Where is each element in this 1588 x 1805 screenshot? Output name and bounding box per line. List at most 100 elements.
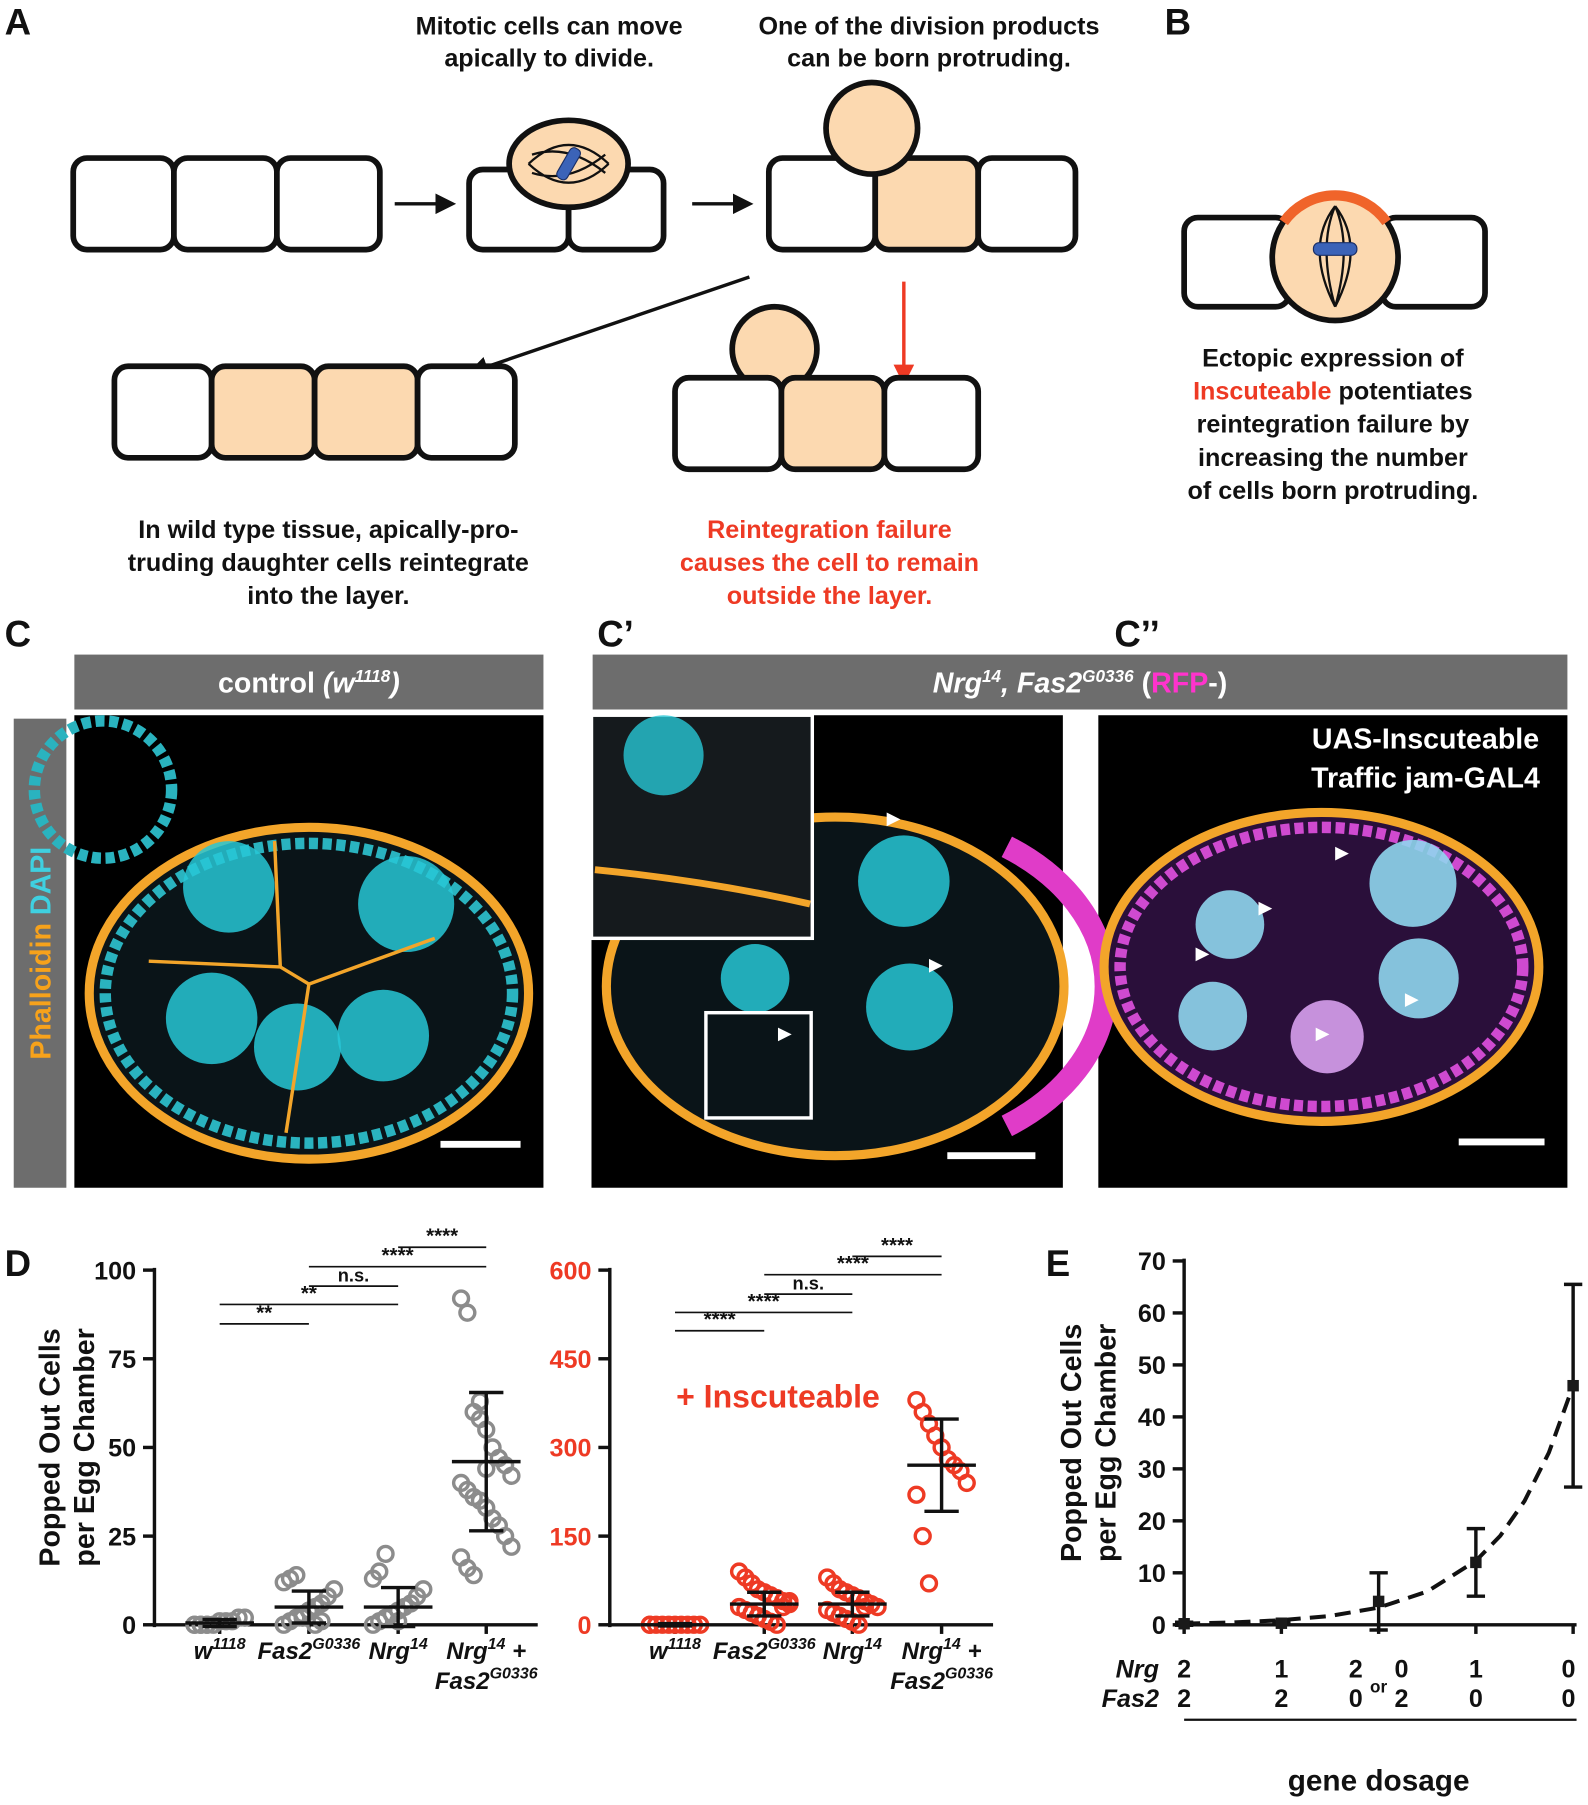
protruding-cell	[823, 79, 921, 177]
dosage-label: 0	[1395, 1655, 1409, 1683]
header-bar	[74, 654, 544, 710]
panel-label: C	[5, 614, 31, 655]
dosage-label: 1	[1274, 1655, 1288, 1683]
nucleus	[858, 835, 950, 927]
chromosomes	[556, 147, 582, 181]
panel-c: control (w1118) Nrg14, Fas2G0336 (RFP-) …	[13, 654, 1568, 1188]
y-tick-label: 450	[550, 1346, 592, 1374]
caption-line: apically to divide.	[444, 45, 654, 73]
significance-label: ****	[881, 1234, 913, 1257]
label-part: Nrg	[823, 1638, 865, 1665]
dosage-label: 2	[1177, 1685, 1191, 1713]
cell	[111, 363, 215, 461]
label-sup: 1118	[668, 1636, 701, 1653]
data-point	[312, 1612, 331, 1631]
y-tick-label: 70	[1138, 1248, 1166, 1276]
dosage-label: 0	[1562, 1655, 1576, 1683]
dosage-row-name: Fas2	[1102, 1685, 1159, 1713]
caption-highlight: Inscuteable	[1193, 377, 1331, 405]
label-sup: 14	[864, 1636, 882, 1653]
nucleus	[165, 972, 258, 1065]
inset-region	[704, 1010, 813, 1120]
panel-a: Mitotic cells can move apically to divid…	[70, 12, 1100, 610]
cell	[672, 374, 785, 473]
data-point	[913, 1526, 932, 1546]
data-point	[451, 1289, 471, 1308]
y-tick-label: 0	[122, 1612, 136, 1640]
nucleus	[1369, 839, 1457, 927]
dosage-label: 2	[1177, 1655, 1191, 1683]
dosage-label: 1	[1469, 1655, 1483, 1683]
header-text: control (w1118)	[218, 666, 400, 699]
nucleus	[623, 715, 704, 796]
data-point	[1567, 1379, 1579, 1392]
data-point	[185, 1615, 204, 1634]
panel-label: A	[5, 1, 31, 42]
significance-label: ****	[748, 1290, 780, 1313]
dosage-label: 0	[1349, 1685, 1363, 1713]
micrographs: UAS-Inscuteable Traffic jam-GAL4	[28, 713, 1568, 1188]
cell	[881, 374, 982, 473]
x-tick-label: Fas2G0336	[890, 1666, 993, 1695]
caption-text: of cells born protruding.	[1188, 477, 1479, 505]
data-point	[376, 1544, 395, 1564]
nucleus	[720, 944, 790, 1013]
cell	[311, 363, 421, 461]
header-part: Nrg	[933, 667, 982, 699]
header-part: RFP	[1151, 667, 1208, 699]
data-point	[502, 1466, 521, 1485]
data-point	[868, 1597, 887, 1617]
nucleus	[866, 963, 954, 1051]
membranes	[594, 866, 811, 908]
header-text: Nrg14, Fas2G0336 (RFP-)	[933, 666, 1228, 699]
y-tick-label: 50	[1138, 1352, 1166, 1380]
header-part: (w	[323, 667, 357, 699]
label-sup: 14	[943, 1636, 961, 1653]
stain-label: Phalloidin DAPI	[25, 847, 57, 1060]
stain-phalloidin: Phalloidin	[25, 923, 57, 1060]
panel-label: C’’	[1114, 614, 1159, 655]
cell	[208, 363, 318, 461]
label-sup: 1118	[212, 1636, 245, 1653]
label-part: Nrg	[902, 1638, 944, 1665]
y-axis-label: per Egg Chamber	[69, 1328, 101, 1566]
label-part: Nrg	[446, 1638, 488, 1665]
follicle-layer	[99, 837, 519, 1149]
significance-label: ****	[426, 1225, 458, 1248]
y-tick-label: 20	[1138, 1508, 1166, 1536]
nucleus	[337, 989, 430, 1082]
caption-line: reintegration failure by	[1197, 411, 1470, 439]
data-point	[907, 1485, 926, 1504]
dosage-label: 0	[1469, 1685, 1483, 1713]
dosage-label: 2	[1395, 1685, 1409, 1713]
x-axis-label: gene dosage	[1288, 1765, 1470, 1798]
panel-label: B	[1165, 1, 1191, 42]
label-part: +	[505, 1638, 526, 1665]
data-point	[235, 1608, 254, 1627]
header-part: (	[1134, 667, 1152, 699]
data-point	[919, 1574, 939, 1593]
egg-chamber	[1099, 807, 1544, 1126]
label-part: Fas2	[258, 1638, 313, 1665]
label-part: w	[649, 1638, 669, 1665]
label-sup: G0336	[945, 1666, 993, 1683]
x-tick-label: Nrg14	[823, 1636, 882, 1665]
dosage-row-name: Nrg	[1116, 1655, 1159, 1683]
significance-label: n.s.	[338, 1265, 370, 1286]
data-point	[191, 1615, 210, 1634]
nucleus	[253, 1003, 341, 1091]
label-sup: 14	[488, 1636, 506, 1653]
dosage-label: 0	[1562, 1685, 1576, 1713]
dosage-or: or	[1370, 1676, 1387, 1696]
data-point	[197, 1615, 217, 1634]
follicle-layer	[1114, 821, 1529, 1113]
y-axis-label: per Egg Chamber	[1090, 1324, 1122, 1562]
data-point	[370, 1562, 389, 1581]
y-tick-label: 0	[1152, 1612, 1166, 1640]
panel-label: E	[1046, 1243, 1070, 1284]
significance-label: n.s.	[793, 1273, 825, 1294]
header-sup: 14	[982, 666, 1002, 686]
caption-line: One of the division products	[758, 12, 1099, 40]
x-tick-label: Nrg14 +	[446, 1636, 526, 1665]
